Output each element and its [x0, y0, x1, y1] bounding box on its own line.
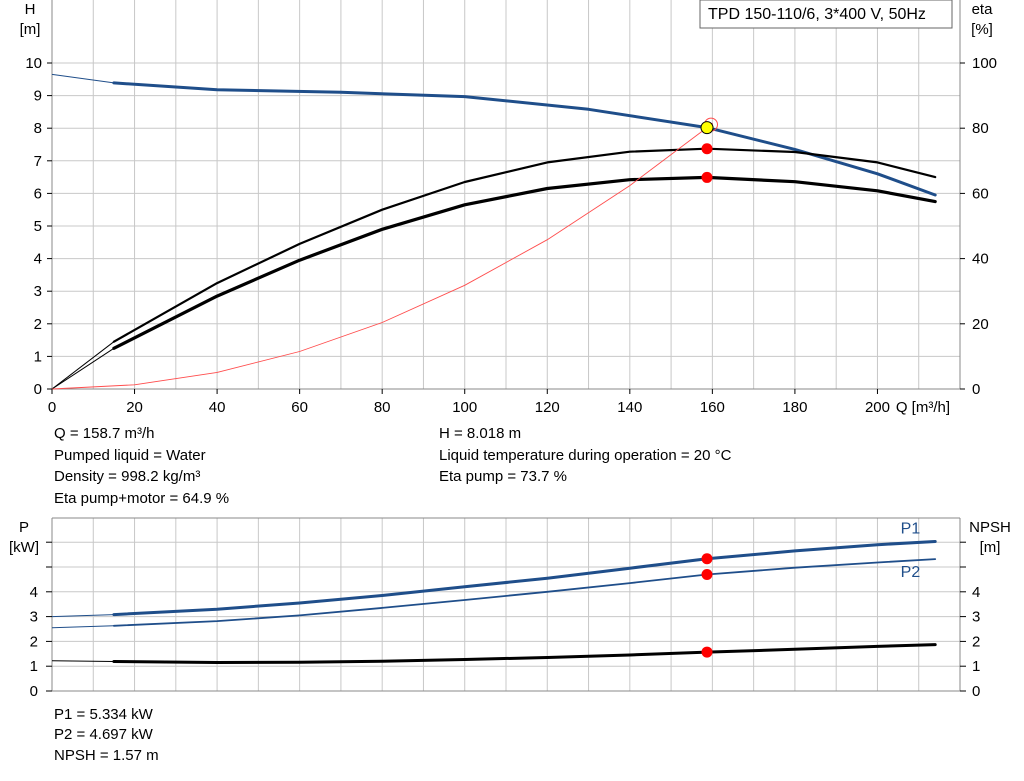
info-h: H = 8.018 m — [439, 425, 522, 442]
y-tick-label-p: 1 — [30, 658, 38, 675]
y-tick-label-h: 4 — [34, 251, 42, 268]
operating-point-marker — [701, 143, 713, 155]
y-tick-label-h: 1 — [34, 348, 42, 365]
curve-npsh — [112, 643, 937, 664]
info-density: Density = 998.2 kg/m³ — [54, 468, 201, 485]
y2-axis-unit-npsh: [m] — [980, 539, 1001, 556]
x-axis-label: Q [m³/h] — [896, 399, 950, 416]
curve-extension-npsh — [51, 660, 114, 662]
curve-extension-p1 — [51, 614, 114, 618]
y-tick-label-h: 9 — [34, 88, 42, 105]
y-axis-unit-h: [m] — [20, 21, 41, 38]
curve-extension-h — [51, 73, 114, 84]
operating-point-marker — [701, 569, 713, 581]
info-npsh: NPSH = 1.57 m — [54, 747, 159, 764]
y-tick-label-h: 0 — [34, 381, 42, 398]
x-tick-label: 40 — [209, 399, 226, 416]
y2-axis-label-eta: eta — [972, 1, 994, 18]
operating-point-marker — [701, 553, 713, 565]
info-p1: P1 = 5.334 kW — [54, 706, 153, 723]
x-tick-label: 160 — [700, 399, 725, 416]
x-tick-label: 80 — [374, 399, 391, 416]
curve-h — [112, 81, 937, 197]
y2-axis-label-npsh: NPSH — [969, 519, 1011, 536]
y2-tick-label-npsh: 1 — [972, 658, 980, 675]
operating-point-marker — [701, 171, 713, 183]
y2-tick-label-npsh: 4 — [972, 584, 980, 601]
y2-tick-label-eta: 80 — [972, 120, 989, 137]
y-tick-label-h: 5 — [34, 218, 42, 235]
curve-extension-eta-pump — [51, 341, 115, 390]
curve-p1 — [112, 540, 937, 617]
y-tick-label-h: 7 — [34, 153, 42, 170]
y-tick-label-p: 0 — [30, 683, 38, 700]
y2-axis-unit-eta: [%] — [971, 21, 993, 38]
info-liquid-temperature: Liquid temperature during operation = 20… — [439, 447, 732, 464]
x-tick-label: 140 — [617, 399, 642, 416]
series-label-p2: P2 — [901, 564, 921, 581]
y2-tick-label-npsh: 2 — [972, 633, 980, 650]
y-axis-label-h: H — [25, 1, 36, 18]
y2-tick-label-eta: 40 — [972, 251, 989, 268]
y-tick-label-h: 8 — [34, 120, 42, 137]
y-axis-label-p: P — [19, 519, 29, 536]
y-tick-label-p: 2 — [30, 633, 38, 650]
y2-tick-label-eta: 0 — [972, 381, 980, 398]
y-tick-label-h: 2 — [34, 316, 42, 333]
curve-extension-eta-pump-motor — [51, 347, 115, 390]
series-label-p1: P1 — [901, 520, 921, 537]
curve-extension-p2 — [51, 625, 114, 629]
y2-tick-label-npsh: 3 — [972, 609, 980, 626]
info-q: Q = 158.7 m³/h — [54, 425, 155, 442]
operating-point-marker — [701, 646, 713, 658]
curve-efficiency-parabola — [51, 122, 713, 390]
title-box — [699, 0, 953, 29]
duty-point-marker — [700, 121, 714, 135]
chart-title: TPD 150-110/6, 3*400 V, 50Hz — [708, 6, 926, 23]
x-tick-label: 20 — [126, 399, 143, 416]
info-eta-pump: Eta pump = 73.7 % — [439, 468, 567, 485]
y-tick-label-h: 6 — [34, 185, 42, 202]
y-tick-label-p: 3 — [30, 609, 38, 626]
y2-tick-label-eta: 100 — [972, 55, 997, 72]
y-tick-label-h: 10 — [25, 55, 42, 72]
x-tick-label: 60 — [291, 399, 308, 416]
curve-p2 — [113, 558, 937, 627]
curve-eta-pump — [112, 147, 937, 343]
info-eta-pump-motor: Eta pump+motor = 64.9 % — [54, 490, 230, 507]
y2-tick-label-npsh: 0 — [972, 683, 980, 700]
y-tick-label-p: 4 — [30, 584, 38, 601]
x-tick-label: 120 — [535, 399, 560, 416]
x-tick-label: 100 — [452, 399, 477, 416]
y-tick-label-h: 3 — [34, 283, 42, 300]
info-pumped-liquid: Pumped liquid = Water — [54, 447, 206, 464]
y2-tick-label-eta: 20 — [972, 316, 989, 333]
x-tick-label: 180 — [782, 399, 807, 416]
y-axis-unit-p: [kW] — [9, 539, 39, 556]
curve-eta-pump-motor — [112, 175, 937, 350]
info-p2: P2 = 4.697 kW — [54, 726, 153, 743]
y2-tick-label-eta: 60 — [972, 185, 989, 202]
x-tick-label: 200 — [865, 399, 890, 416]
x-tick-label: 0 — [48, 399, 56, 416]
